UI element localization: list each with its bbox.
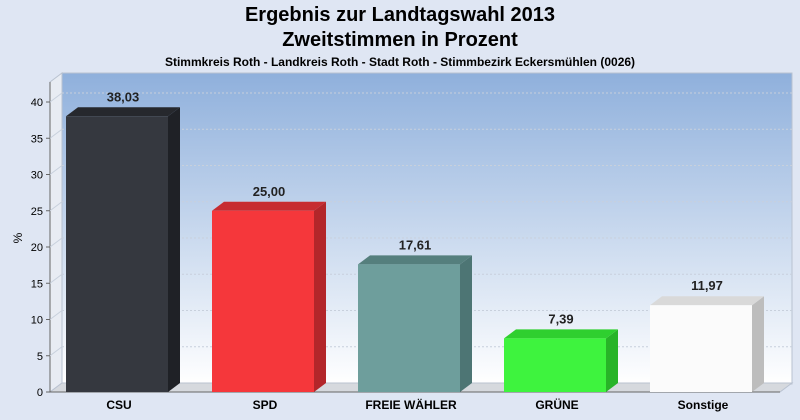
bar-side [168, 107, 180, 392]
bar-side [752, 296, 764, 392]
bar-front [66, 116, 168, 392]
data-label: 17,61 [399, 237, 432, 252]
y-tick-label: 40 [31, 97, 43, 109]
bar-top [358, 255, 472, 265]
chart-subtitle: Zweitstimmen in Prozent [282, 29, 518, 51]
x-tick-label: Sonstige [678, 398, 729, 412]
bar-top [650, 296, 764, 306]
bar-side [314, 201, 326, 392]
y-tick-label: 30 [31, 170, 43, 182]
bar-front [358, 264, 460, 392]
bar-top [504, 329, 618, 339]
data-label: 38,03 [107, 89, 140, 104]
y-tick-label: 20 [31, 242, 43, 254]
gridline-side [49, 346, 63, 357]
data-label: 11,97 [691, 278, 723, 293]
plot-left-wall [49, 72, 63, 393]
x-tick-label: SPD [253, 398, 278, 412]
y-tick-label: 15 [31, 278, 43, 290]
bar-front [504, 338, 606, 392]
gridline-side [49, 128, 63, 139]
chart-title: Ergebnis zur Landtagswahl 2013 [244, 4, 556, 26]
bar-front [650, 305, 752, 392]
bar-csu [66, 107, 180, 392]
x-tick-label: GRÜNE [535, 397, 578, 412]
bar-front [212, 210, 314, 392]
y-tick-label: 5 [37, 351, 43, 363]
data-label: 25,00 [253, 184, 286, 199]
y-tick-label: 25 [31, 206, 43, 218]
bar-spd [212, 201, 326, 392]
gridline-side [49, 273, 63, 284]
bar-side [460, 255, 472, 392]
gridline-side [49, 310, 63, 320]
y-tick-label: 0 [37, 387, 43, 399]
bar-sonstige [650, 296, 764, 392]
bar-freie-w-hler [358, 255, 472, 392]
gridline-side [49, 201, 63, 212]
data-label: 7,39 [548, 311, 573, 326]
bar-top [66, 107, 180, 117]
y-axis-label: % [11, 232, 25, 243]
y-tick-label: 35 [31, 133, 43, 145]
bar-gr-ne [504, 329, 618, 392]
gridline-side [49, 237, 63, 248]
bar-top [212, 201, 326, 211]
x-tick-label: FREIE WÄHLER [365, 397, 457, 412]
bar-side [606, 329, 618, 392]
chart-caption: Stimmkreis Roth - Landkreis Roth - Stadt… [164, 55, 636, 69]
gridline-side [49, 165, 63, 175]
gridline-side [49, 92, 63, 103]
x-tick-label: CSU [106, 398, 131, 412]
y-tick-label: 10 [31, 315, 43, 327]
